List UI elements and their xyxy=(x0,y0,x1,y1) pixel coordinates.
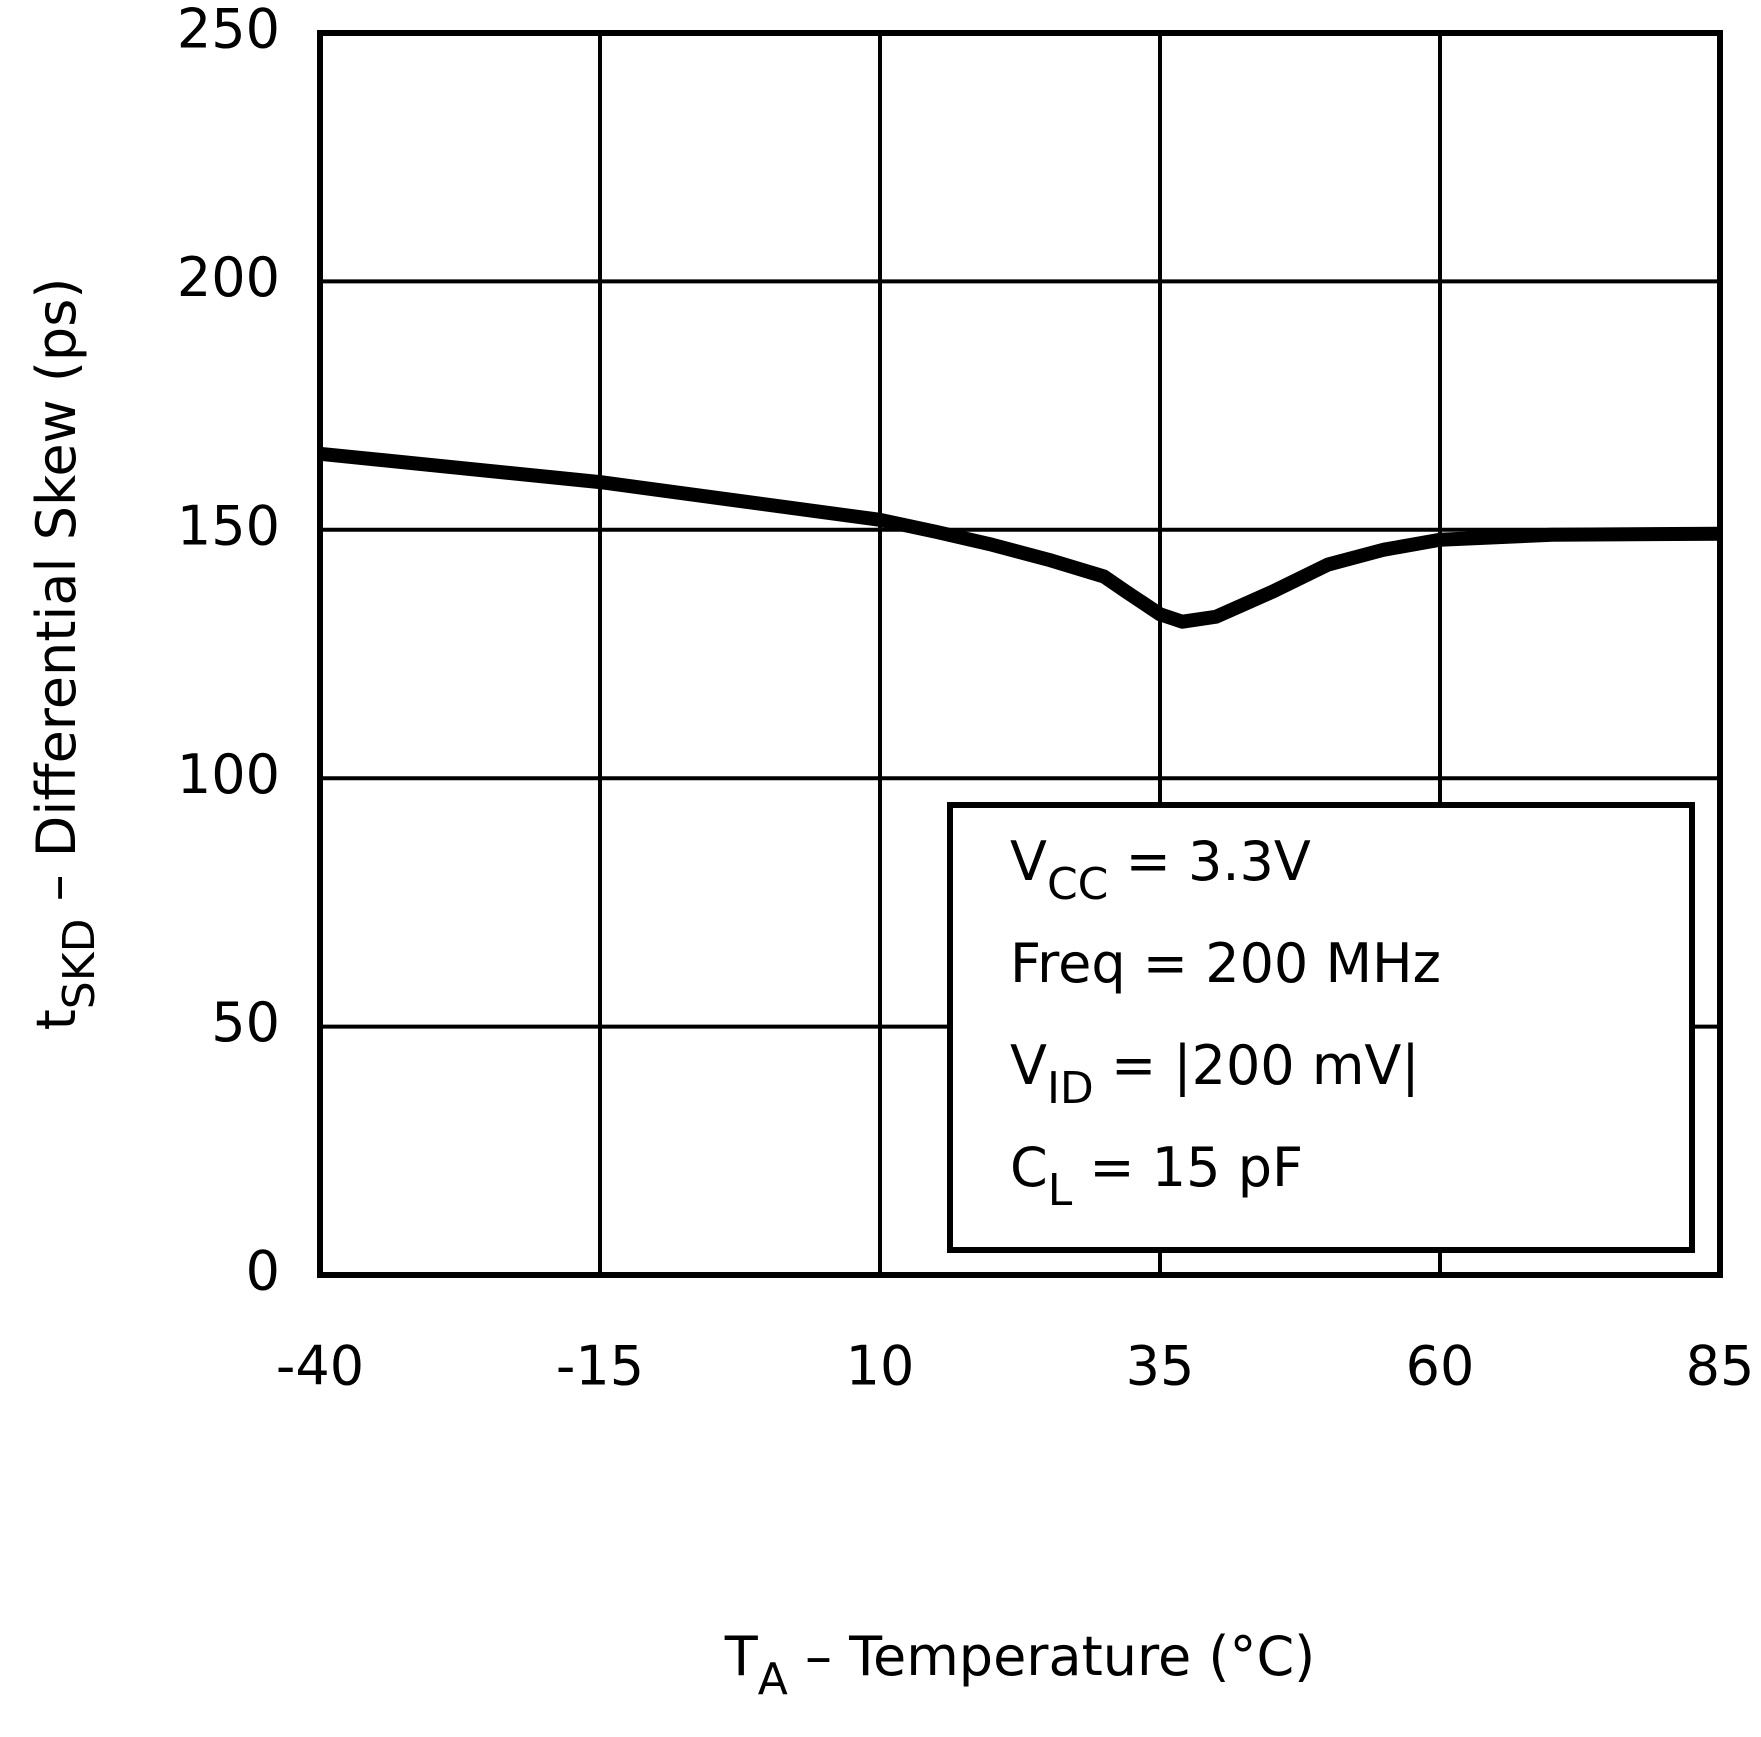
annotation-line: CL = 15 pF xyxy=(1010,1136,1303,1216)
x-axis-label: TA – Temperature (°C) xyxy=(724,1625,1316,1705)
label-subscript: ID xyxy=(1047,1063,1094,1114)
label-part: Freq = 200 MHz xyxy=(1010,932,1441,995)
x-tick-label: -40 xyxy=(276,1335,364,1398)
annotation-line: VCC = 3.3V xyxy=(1010,830,1311,910)
y-tick-label: 100 xyxy=(177,743,280,806)
annotation-line: VID = |200 mV| xyxy=(1010,1034,1420,1114)
x-tick-label: 60 xyxy=(1406,1335,1475,1398)
y-axis-label: tSKD – Differential Skew (ps) xyxy=(25,278,105,1031)
x-tick-label: 10 xyxy=(846,1335,915,1398)
x-tick-label: 35 xyxy=(1126,1335,1195,1398)
label-part: V xyxy=(1010,1034,1047,1097)
label-part: = 15 pF xyxy=(1072,1136,1303,1199)
label-part: T xyxy=(724,1625,759,1688)
label-part: = 3.3V xyxy=(1108,830,1310,893)
plot-frame xyxy=(317,30,1723,1278)
label-part: = |200 mV| xyxy=(1094,1034,1420,1097)
label-part: C xyxy=(1010,1136,1048,1199)
label-part: – Temperature (°C) xyxy=(788,1625,1315,1688)
label-part: t xyxy=(25,1009,88,1030)
label-subscript: A xyxy=(758,1654,788,1705)
y-tick-label: 200 xyxy=(177,246,280,309)
annotation-line: Freq = 200 MHz xyxy=(1010,932,1441,995)
y-tick-label: 0 xyxy=(246,1240,280,1303)
label-subscript: SKD xyxy=(54,919,105,1010)
x-tick-label: 85 xyxy=(1686,1335,1755,1398)
label-subscript: L xyxy=(1048,1165,1073,1216)
data-line xyxy=(319,446,1721,629)
label-part: – Differential Skew (ps) xyxy=(25,278,88,919)
label-part: V xyxy=(1010,830,1047,893)
y-tick-label: 50 xyxy=(211,991,280,1054)
y-tick-label: 150 xyxy=(177,494,280,557)
label-subscript: CC xyxy=(1047,859,1108,910)
x-tick-label: -15 xyxy=(556,1335,644,1398)
annotation-box xyxy=(947,802,1695,1253)
y-tick-label: 250 xyxy=(177,0,280,61)
